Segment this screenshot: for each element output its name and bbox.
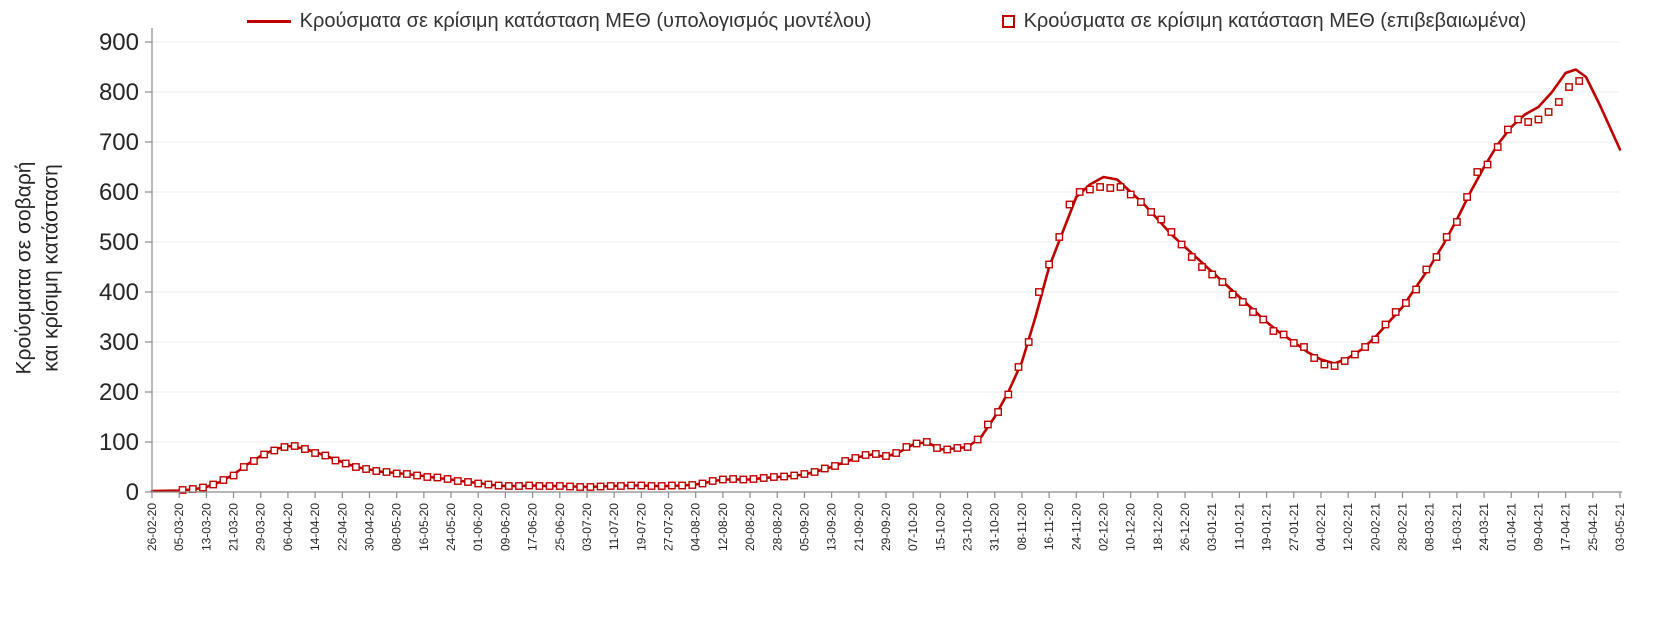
svg-text:30-04-20: 30-04-20 bbox=[362, 503, 376, 551]
gridlines bbox=[152, 41, 1620, 443]
svg-text:16-03-21: 16-03-21 bbox=[1450, 503, 1464, 551]
svg-text:04-02-21: 04-02-21 bbox=[1314, 503, 1328, 551]
svg-text:12-08-20: 12-08-20 bbox=[716, 503, 730, 551]
svg-text:27-07-20: 27-07-20 bbox=[662, 503, 676, 551]
svg-text:01-04-21: 01-04-21 bbox=[1504, 503, 1518, 551]
svg-text:15-10-20: 15-10-20 bbox=[933, 503, 947, 551]
x-axis-labels: 26-02-20 05-03-20 13-03-20 21-03-20 29-03-20… bbox=[145, 492, 1627, 551]
svg-text:28-08-20: 28-08-20 bbox=[770, 503, 784, 551]
svg-text:27-01-21: 27-01-21 bbox=[1287, 503, 1301, 551]
svg-text:22-04-20: 22-04-20 bbox=[335, 503, 349, 551]
svg-text:16-11-20: 16-11-20 bbox=[1042, 503, 1056, 550]
model-line bbox=[150, 68, 1622, 493]
svg-text:08-03-21: 08-03-21 bbox=[1423, 503, 1437, 551]
legend-label-confirmed: Κρούσματα σε κρίσιμη κατάσταση ΜΕΘ (επιβ… bbox=[1023, 10, 1527, 32]
svg-text:17-06-20: 17-06-20 bbox=[526, 503, 540, 551]
confirmed-marker-swatch bbox=[1001, 15, 1015, 28]
svg-text:18-12-20: 18-12-20 bbox=[1151, 503, 1165, 551]
svg-text:24-05-20: 24-05-20 bbox=[444, 503, 458, 551]
svg-text:19-07-20: 19-07-20 bbox=[634, 503, 648, 551]
svg-text:04-08-20: 04-08-20 bbox=[689, 503, 703, 551]
svg-text:07-10-20: 07-10-20 bbox=[906, 503, 920, 551]
svg-text:29-09-20: 29-09-20 bbox=[879, 503, 893, 551]
svg-text:29-03-20: 29-03-20 bbox=[254, 503, 268, 551]
svg-text:03-01-21: 03-01-21 bbox=[1205, 503, 1219, 551]
svg-text:09-04-21: 09-04-21 bbox=[1531, 503, 1545, 551]
svg-text:800: 800 bbox=[99, 79, 139, 106]
svg-text:09-06-20: 09-06-20 bbox=[498, 503, 512, 551]
svg-text:23-10-20: 23-10-20 bbox=[961, 503, 975, 551]
svg-text:19-01-21: 19-01-21 bbox=[1260, 503, 1274, 551]
svg-text:200: 200 bbox=[99, 379, 139, 406]
axes bbox=[151, 28, 1622, 493]
svg-text:24-03-21: 24-03-21 bbox=[1477, 503, 1491, 551]
svg-text:13-09-20: 13-09-20 bbox=[825, 503, 839, 551]
svg-text:03-05-21: 03-05-21 bbox=[1613, 503, 1627, 551]
legend-item-confirmed: Κρούσματα σε κρίσιμη κατάσταση ΜΕΘ (επιβ… bbox=[1001, 10, 1527, 33]
y-axis-title-line1: Κρούσματα σε σοβαρή bbox=[12, 161, 36, 375]
svg-text:11-01-21: 11-01-21 bbox=[1232, 503, 1246, 550]
svg-text:24-11-20: 24-11-20 bbox=[1069, 503, 1083, 550]
svg-text:11-07-20: 11-07-20 bbox=[607, 503, 621, 550]
svg-text:05-09-20: 05-09-20 bbox=[797, 503, 811, 551]
svg-text:26-02-20: 26-02-20 bbox=[145, 503, 159, 551]
svg-text:08-11-20: 08-11-20 bbox=[1015, 503, 1029, 550]
y-axis-title: Κρούσματα σε σοβαρή και κρίσιμη κατάστασ… bbox=[11, 162, 66, 375]
svg-text:21-09-20: 21-09-20 bbox=[852, 503, 866, 551]
svg-text:01-06-20: 01-06-20 bbox=[471, 503, 485, 551]
svg-text:26-12-20: 26-12-20 bbox=[1178, 503, 1192, 551]
svg-text:25-06-20: 25-06-20 bbox=[553, 503, 567, 551]
svg-text:28-02-21: 28-02-21 bbox=[1396, 503, 1410, 551]
svg-text:700: 700 bbox=[99, 129, 139, 156]
svg-text:300: 300 bbox=[99, 329, 139, 356]
svg-text:100: 100 bbox=[99, 429, 139, 456]
svg-text:10-12-20: 10-12-20 bbox=[1124, 503, 1138, 551]
svg-text:02-12-20: 02-12-20 bbox=[1096, 503, 1110, 551]
svg-text:14-04-20: 14-04-20 bbox=[308, 503, 322, 551]
svg-text:400: 400 bbox=[99, 279, 139, 306]
svg-text:12-02-21: 12-02-21 bbox=[1341, 503, 1355, 551]
y-axis-title-line2: και κρίσιμη κατάσταση bbox=[40, 164, 63, 372]
svg-text:21-03-20: 21-03-20 bbox=[227, 503, 241, 551]
confirmed-markers bbox=[178, 77, 1584, 494]
svg-text:600: 600 bbox=[99, 179, 139, 206]
svg-text:17-04-21: 17-04-21 bbox=[1559, 503, 1573, 551]
svg-text:500: 500 bbox=[99, 229, 139, 256]
svg-text:0: 0 bbox=[126, 479, 139, 506]
legend: Κρούσματα σε κρίσιμη κατάσταση ΜΕΘ (υπολ… bbox=[150, 10, 1623, 33]
svg-text:08-05-20: 08-05-20 bbox=[390, 503, 404, 551]
svg-text:31-10-20: 31-10-20 bbox=[988, 503, 1002, 551]
model-line-swatch bbox=[246, 20, 291, 23]
y-axis-labels: 0 100 200 300 400 500 600 700 800 900 bbox=[99, 29, 152, 506]
svg-text:20-02-21: 20-02-21 bbox=[1368, 503, 1382, 551]
svg-text:13-03-20: 13-03-20 bbox=[199, 503, 213, 551]
svg-text:06-04-20: 06-04-20 bbox=[281, 503, 295, 551]
svg-text:05-03-20: 05-03-20 bbox=[172, 503, 186, 551]
svg-text:20-08-20: 20-08-20 bbox=[743, 503, 757, 551]
legend-label-model: Κρούσματα σε κρίσιμη κατάσταση ΜΕΘ (υπολ… bbox=[299, 10, 872, 32]
svg-text:900: 900 bbox=[99, 29, 139, 56]
svg-text:03-07-20: 03-07-20 bbox=[580, 503, 594, 551]
svg-text:25-04-21: 25-04-21 bbox=[1586, 503, 1600, 551]
svg-text:16-05-20: 16-05-20 bbox=[417, 503, 431, 551]
legend-item-model: Κρούσματα σε κρίσιμη κατάσταση ΜΕΘ (υπολ… bbox=[246, 10, 872, 33]
